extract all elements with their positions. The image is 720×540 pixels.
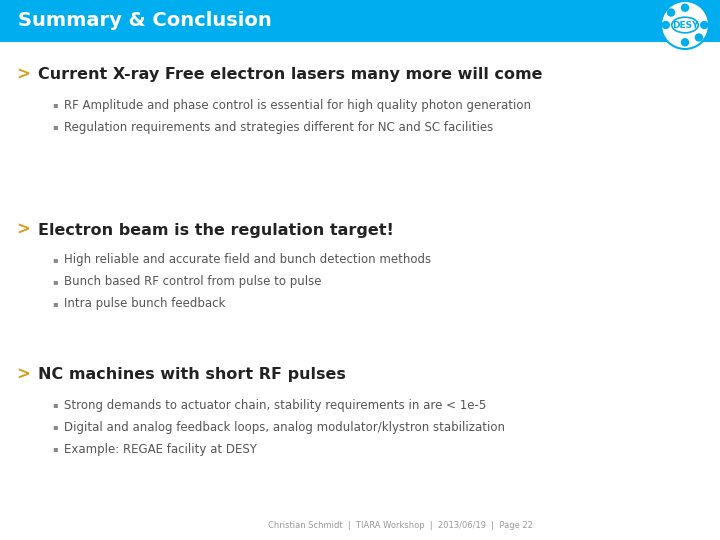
Text: DESY: DESY (672, 21, 698, 30)
Circle shape (662, 22, 670, 29)
Text: Summary & Conclusion: Summary & Conclusion (18, 11, 271, 30)
Text: >: > (16, 221, 30, 239)
Circle shape (682, 39, 688, 46)
Text: High reliable and accurate field and bunch detection methods: High reliable and accurate field and bun… (64, 253, 431, 267)
Circle shape (696, 34, 703, 41)
Text: RF Amplitude and phase control is essential for high quality photon generation: RF Amplitude and phase control is essent… (64, 98, 531, 111)
Text: Digital and analog feedback loops, analog modulator/klystron stabilization: Digital and analog feedback loops, analo… (64, 421, 505, 434)
Text: ▪: ▪ (52, 278, 58, 287)
Text: ▪: ▪ (52, 444, 58, 454)
Text: ▪: ▪ (52, 300, 58, 308)
Text: ▪: ▪ (52, 401, 58, 409)
Text: Bunch based RF control from pulse to pulse: Bunch based RF control from pulse to pul… (64, 275, 322, 288)
Text: Strong demands to actuator chain, stability requirements in are < 1e-5: Strong demands to actuator chain, stabil… (64, 399, 486, 411)
Text: Regulation requirements and strategies different for NC and SC facilities: Regulation requirements and strategies d… (64, 120, 493, 133)
Text: Intra pulse bunch feedback: Intra pulse bunch feedback (64, 298, 225, 310)
Text: Current X-ray Free electron lasers many more will come: Current X-ray Free electron lasers many … (38, 68, 542, 83)
Text: Example: REGAE facility at DESY: Example: REGAE facility at DESY (64, 442, 257, 456)
Text: ▪: ▪ (52, 422, 58, 431)
Text: ▪: ▪ (52, 123, 58, 132)
Circle shape (682, 4, 688, 11)
Text: >: > (16, 366, 30, 384)
Text: NC machines with short RF pulses: NC machines with short RF pulses (38, 368, 346, 382)
Text: Electron beam is the regulation target!: Electron beam is the regulation target! (38, 222, 394, 238)
Text: ▪: ▪ (52, 255, 58, 265)
Text: >: > (16, 66, 30, 84)
Circle shape (701, 22, 708, 29)
Circle shape (667, 9, 675, 16)
Circle shape (661, 1, 709, 49)
Ellipse shape (672, 17, 698, 33)
Text: ▪: ▪ (52, 100, 58, 110)
Text: Christian Schmidt  |  TIARA Workshop  |  2013/06/19  |  Page 22: Christian Schmidt | TIARA Workshop | 201… (268, 522, 533, 530)
Bar (0, 0, 720, 42)
